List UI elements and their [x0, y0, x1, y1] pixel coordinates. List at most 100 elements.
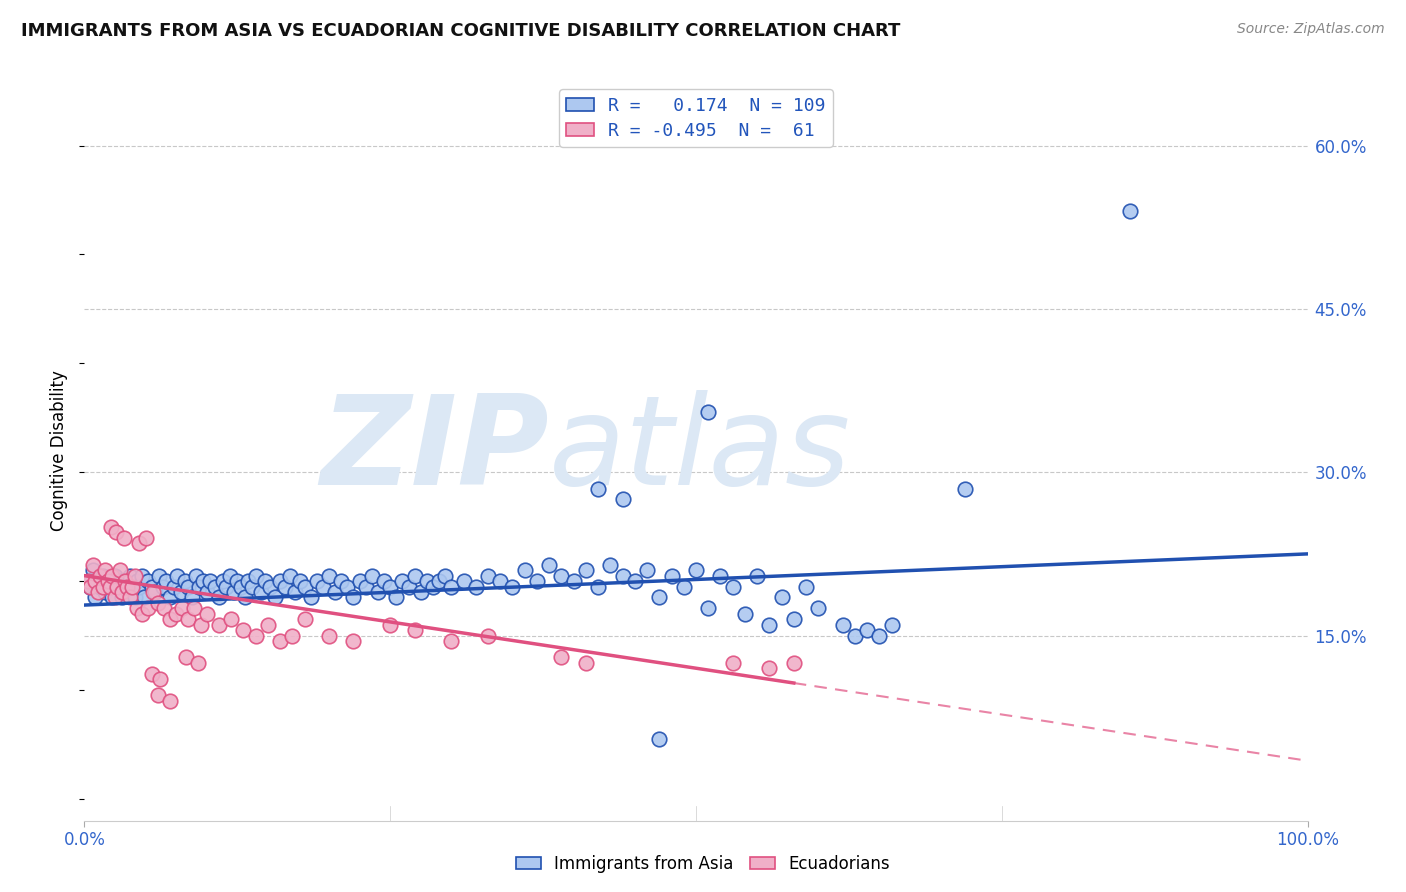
Point [195, 607, 218, 621]
Point [281, 628, 304, 642]
Point [661, 568, 683, 582]
Point [409, 585, 432, 599]
Point [953, 482, 976, 496]
Point [427, 574, 450, 588]
Point [91, 580, 114, 594]
Point [636, 563, 658, 577]
Point [373, 574, 395, 588]
Point [91, 568, 114, 582]
Point [380, 580, 402, 594]
Point [477, 628, 499, 642]
Point [360, 568, 382, 582]
Point [229, 580, 252, 594]
Point [330, 574, 353, 588]
Point [709, 568, 731, 582]
Point [166, 568, 188, 582]
Point [174, 650, 197, 665]
Point [165, 607, 187, 621]
Point [141, 580, 163, 594]
Point [367, 585, 389, 599]
Point [101, 568, 124, 582]
Point [82, 558, 104, 572]
Point [550, 650, 572, 665]
Point [434, 568, 457, 582]
Point [807, 601, 830, 615]
Point [87, 574, 110, 588]
Point [155, 574, 177, 588]
Point [131, 607, 153, 621]
Point [136, 601, 159, 615]
Point [550, 568, 572, 582]
Point [143, 585, 166, 599]
Point [342, 634, 364, 648]
Point [758, 661, 780, 675]
Point [783, 612, 806, 626]
Point [82, 563, 104, 577]
Point [274, 580, 297, 594]
Point [869, 628, 891, 642]
Point [208, 591, 231, 605]
Point [254, 574, 277, 588]
Point [79, 580, 101, 594]
Point [385, 591, 408, 605]
Point [118, 568, 141, 582]
Point [440, 580, 463, 594]
Point [79, 580, 101, 594]
Point [685, 563, 707, 577]
Point [111, 585, 134, 599]
Point [562, 574, 585, 588]
Point [294, 580, 316, 594]
Point [125, 601, 148, 615]
Point [121, 580, 143, 594]
Point [136, 574, 159, 588]
Point [398, 580, 420, 594]
Text: IMMIGRANTS FROM ASIA VS ECUADORIAN COGNITIVE DISABILITY CORRELATION CHART: IMMIGRANTS FROM ASIA VS ECUADORIAN COGNI… [21, 22, 900, 40]
Point [125, 574, 148, 588]
Point [238, 574, 260, 588]
Point [177, 612, 200, 626]
Point [624, 574, 647, 588]
Point [142, 585, 165, 599]
Point [112, 531, 135, 545]
Point [233, 591, 256, 605]
Point [264, 591, 287, 605]
Legend: R =   0.174  N = 109, R = -0.495  N =  61: R = 0.174 N = 109, R = -0.495 N = 61 [560, 89, 832, 147]
Point [294, 612, 316, 626]
Point [648, 591, 671, 605]
Point [794, 580, 817, 594]
Point [323, 585, 346, 599]
Point [747, 568, 769, 582]
Point [98, 580, 121, 594]
Point [153, 601, 176, 615]
Point [240, 580, 263, 594]
Point [612, 568, 634, 582]
Point [232, 623, 254, 637]
Point [721, 580, 744, 594]
Point [148, 568, 170, 582]
Point [77, 574, 100, 588]
Point [121, 580, 143, 594]
Point [219, 568, 242, 582]
Point [844, 628, 866, 642]
Point [697, 601, 720, 615]
Point [721, 656, 744, 670]
Point [211, 574, 233, 588]
Point [97, 574, 120, 588]
Point [489, 574, 512, 588]
Point [440, 634, 463, 648]
Point [187, 656, 209, 670]
Point [856, 623, 879, 637]
Point [108, 574, 131, 588]
Point [259, 580, 281, 594]
Point [831, 617, 853, 632]
Point [575, 656, 598, 670]
Point [513, 563, 536, 577]
Point [208, 617, 231, 632]
Point [783, 656, 806, 670]
Point [89, 568, 111, 582]
Text: atlas: atlas [550, 390, 851, 511]
Point [305, 574, 328, 588]
Point [318, 568, 340, 582]
Point [391, 574, 413, 588]
Point [131, 568, 153, 582]
